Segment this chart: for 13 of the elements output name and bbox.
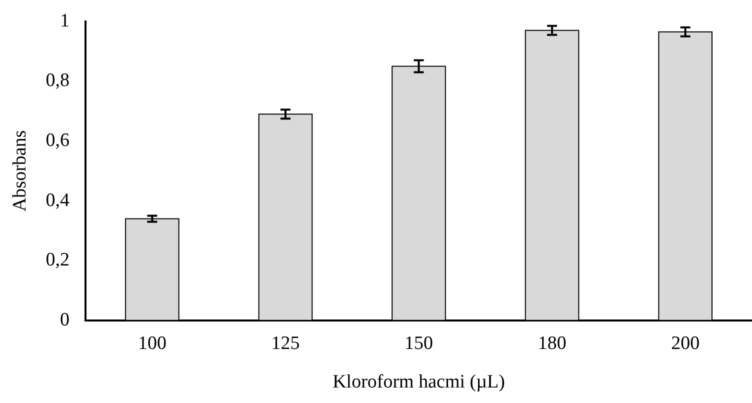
x-tick-label: 180 — [538, 332, 566, 354]
y-tick-label: 1 — [60, 10, 70, 32]
y-tick-label: 0 — [60, 309, 70, 330]
y-axis-title: Absorbans — [9, 130, 30, 212]
y-tick-label: 0,8 — [46, 70, 70, 92]
y-tick-label: 0,6 — [46, 130, 70, 151]
x-tick-label: 150 — [404, 332, 434, 354]
y-tick-label: 0,4 — [46, 190, 70, 211]
x-tick-label: 100 — [138, 332, 166, 354]
x-tick-label: 125 — [271, 332, 300, 354]
y-tick-label: 0,2 — [46, 250, 70, 271]
x-tick-label: 200 — [671, 332, 700, 354]
x-axis-title: Kloroform hacmi (µL) — [332, 372, 505, 393]
